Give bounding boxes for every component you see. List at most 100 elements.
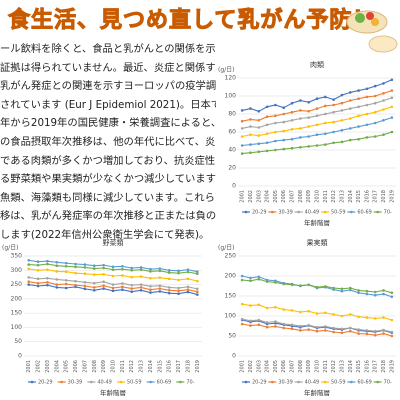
data-point xyxy=(390,96,394,100)
data-point xyxy=(274,114,277,118)
data-point xyxy=(357,328,360,331)
data-point xyxy=(240,135,244,138)
data-point xyxy=(332,313,335,316)
y-tick-label: 250 xyxy=(11,281,23,288)
y-tick-label: 100 xyxy=(225,93,237,100)
data-point xyxy=(121,267,124,271)
x-tick-label: 2008 xyxy=(92,360,98,373)
data-point xyxy=(315,123,319,127)
data-point xyxy=(83,280,87,284)
chart-title: 肉類 xyxy=(310,60,324,69)
data-point xyxy=(348,107,352,110)
data-point xyxy=(257,110,261,113)
data-point xyxy=(265,115,269,118)
data-point xyxy=(196,270,199,274)
data-point xyxy=(274,305,277,309)
data-point xyxy=(340,289,344,293)
legend-marker xyxy=(244,380,248,384)
data-point xyxy=(315,107,319,110)
data-point xyxy=(390,130,394,134)
y-tick-label: 150 xyxy=(11,310,23,317)
data-point xyxy=(307,323,310,327)
x-tick-label: 2008 xyxy=(298,360,304,373)
data-point xyxy=(55,283,59,286)
x-tick-label: 2012 xyxy=(331,360,337,373)
data-point xyxy=(158,284,162,288)
data-point xyxy=(324,329,327,332)
data-point xyxy=(365,289,369,293)
data-point xyxy=(27,267,30,271)
x-axis-label: 年齢階層 xyxy=(304,388,330,397)
data-point xyxy=(282,106,286,109)
data-point xyxy=(357,289,360,292)
data-point xyxy=(290,137,294,141)
data-point xyxy=(196,287,199,291)
data-point xyxy=(348,117,352,120)
legend-marker xyxy=(30,380,34,384)
x-tick-label: 2014 xyxy=(348,360,354,373)
data-point xyxy=(64,270,68,274)
data-point xyxy=(265,132,269,136)
x-tick-label: 2017 xyxy=(373,190,379,203)
data-point xyxy=(240,278,244,282)
x-tick-label: 2014 xyxy=(148,360,154,373)
data-point xyxy=(290,146,294,150)
data-point xyxy=(64,278,68,282)
data-point xyxy=(74,262,77,266)
data-point xyxy=(357,315,360,319)
data-point xyxy=(257,126,261,129)
data-point xyxy=(249,133,252,136)
data-point xyxy=(257,318,261,322)
data-point xyxy=(158,290,162,293)
data-point xyxy=(130,283,134,287)
legend-label: 20-29 xyxy=(252,380,267,386)
data-point xyxy=(390,330,394,334)
data-point xyxy=(340,93,344,97)
data-point xyxy=(167,271,171,274)
data-point xyxy=(340,327,344,331)
data-point xyxy=(257,150,261,154)
x-tick-label: 2016 xyxy=(364,190,370,203)
x-tick-label: 2001 xyxy=(26,360,32,373)
data-point xyxy=(274,139,277,143)
legend-label: 20-29 xyxy=(38,380,53,386)
data-point xyxy=(357,89,360,92)
data-point xyxy=(249,276,252,280)
data-point xyxy=(348,99,352,102)
data-point xyxy=(299,329,302,332)
x-tick-label: 2009 xyxy=(101,360,107,373)
data-point xyxy=(249,304,252,307)
data-point xyxy=(36,268,40,272)
legend-label: 50-59 xyxy=(331,380,346,386)
data-point xyxy=(27,280,30,284)
x-tick-label: 2006 xyxy=(73,360,79,373)
data-point xyxy=(27,258,30,262)
text-line: の食品摂取年次推移は、他の年代に比べて、炎 xyxy=(0,135,216,148)
data-point xyxy=(299,146,302,149)
data-point xyxy=(299,310,302,314)
y-tick-label: 350 xyxy=(11,253,23,260)
data-point xyxy=(265,123,269,127)
data-point xyxy=(265,325,269,329)
data-point xyxy=(290,283,294,287)
data-point xyxy=(158,276,162,280)
data-point xyxy=(290,110,294,114)
data-point xyxy=(299,324,302,328)
data-point xyxy=(373,290,377,294)
data-point xyxy=(307,283,310,287)
data-point xyxy=(307,110,310,113)
data-point xyxy=(340,119,344,122)
data-point xyxy=(196,290,199,294)
legend-label: 30-39 xyxy=(68,380,83,386)
data-point xyxy=(365,123,369,127)
data-point xyxy=(92,267,96,270)
x-tick-label: 2002 xyxy=(248,190,254,203)
data-point xyxy=(373,329,377,333)
data-point xyxy=(365,95,369,99)
data-point xyxy=(249,319,252,323)
text-line: である肉類が多くかつ増加しており、抗炎症性 xyxy=(0,154,216,167)
data-point xyxy=(282,112,286,116)
data-point xyxy=(111,274,115,278)
